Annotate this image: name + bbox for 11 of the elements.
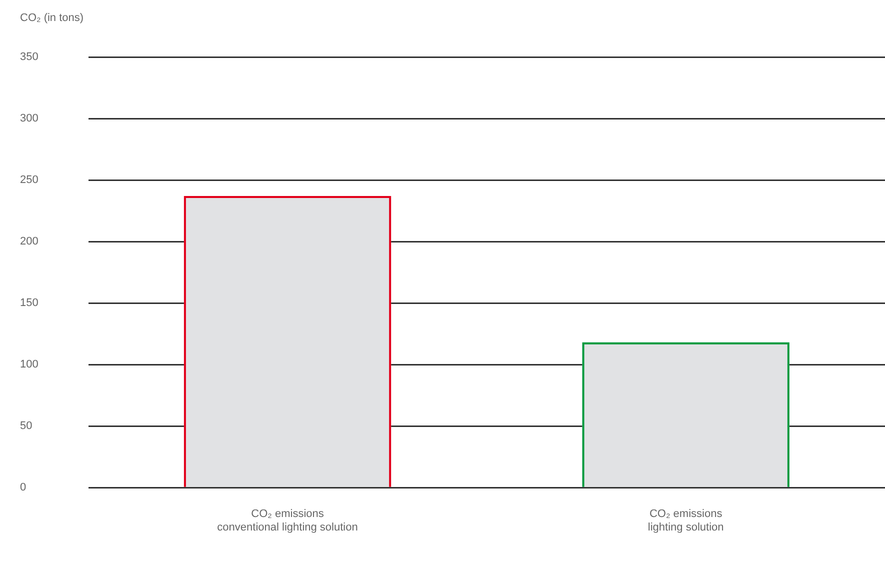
y-tick-label: 200	[20, 236, 38, 248]
y-tick-label: 100	[20, 358, 38, 371]
y-tick-label: 350	[20, 51, 38, 64]
x-tick-label: CO₂ emissions conventional lighting solution	[217, 508, 358, 534]
x-tick-label: CO₂ emissions lighting solution	[648, 508, 724, 534]
text: CO₂ (in tons)	[20, 12, 84, 24]
y-tick-label: 300	[20, 112, 38, 125]
y-tick-label: 0	[20, 482, 26, 494]
y-tick-label: 150	[20, 297, 38, 310]
y-tick-label: 250	[20, 174, 38, 186]
y-tick-label: 50	[20, 420, 32, 432]
